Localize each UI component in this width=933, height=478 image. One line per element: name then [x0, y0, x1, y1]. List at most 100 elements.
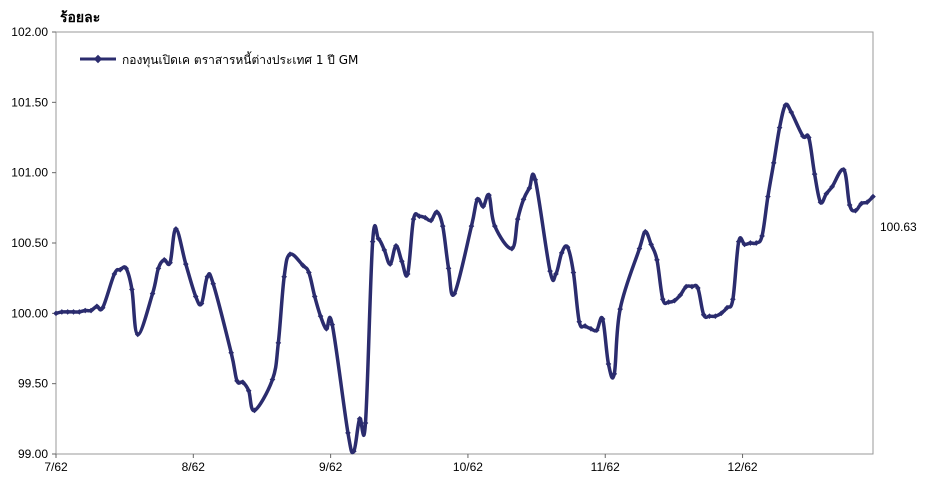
data-point — [735, 238, 742, 245]
data-point — [712, 313, 719, 319]
data-point — [570, 269, 577, 276]
data-point — [765, 193, 771, 200]
data-point — [468, 223, 475, 229]
end-value-label: 100.63 — [880, 220, 917, 234]
data-point — [648, 241, 654, 248]
y-tick-label: 101.00 — [11, 166, 48, 180]
data-point — [204, 273, 211, 280]
data-point — [846, 202, 853, 208]
data-point — [192, 293, 199, 300]
data-point — [486, 192, 492, 198]
x-tick-label: 11/62 — [591, 460, 620, 474]
data-point — [161, 257, 168, 263]
data-point — [64, 309, 71, 315]
data-point — [416, 213, 423, 220]
series-line — [54, 102, 875, 455]
data-point — [817, 199, 824, 206]
data-point — [428, 217, 434, 224]
data-point — [605, 361, 612, 367]
data-point — [636, 245, 643, 252]
y-tick-label: 101.50 — [11, 95, 48, 109]
y-tick-label: 100.00 — [11, 306, 48, 320]
data-point — [76, 309, 83, 315]
data-point — [410, 216, 417, 222]
data-point — [228, 349, 234, 356]
data-point — [345, 430, 351, 436]
data-point — [99, 304, 106, 311]
data-point — [564, 244, 571, 251]
data-point — [88, 307, 94, 314]
data-point — [811, 171, 818, 177]
data-point — [167, 259, 173, 266]
data-point — [870, 193, 876, 200]
data-point — [404, 271, 411, 277]
data-point — [782, 102, 789, 108]
data-point — [94, 303, 100, 310]
data-point — [671, 297, 678, 304]
data-point — [439, 223, 446, 229]
data-point — [741, 241, 748, 248]
data-point — [149, 290, 156, 297]
data-point — [129, 286, 135, 293]
data-point — [654, 257, 660, 263]
y-tick-label: 100.50 — [11, 236, 48, 250]
x-tick-label: 10/62 — [453, 460, 483, 474]
y-axis: 99.00 99.50 100.00 100.50 101.00 101.50 102.00 — [11, 25, 56, 461]
data-point — [617, 306, 623, 312]
data-point — [240, 379, 246, 386]
data-point — [759, 233, 765, 239]
data-point — [234, 378, 240, 384]
data-point — [306, 269, 312, 276]
data-point — [730, 296, 736, 303]
data-point — [788, 109, 795, 116]
data-point — [611, 370, 618, 377]
y-tick-label: 102.00 — [11, 25, 48, 39]
data-point — [588, 325, 594, 332]
data-point — [210, 280, 217, 287]
data-point — [695, 285, 701, 291]
data-point — [311, 293, 318, 300]
data-point — [82, 307, 89, 314]
data-point — [526, 185, 533, 191]
data-point — [369, 238, 376, 245]
legend: กองทุนเปิดเค ตราสารหนี้ต่างประเทศ 1 ปี G… — [80, 51, 358, 68]
data-point — [677, 292, 684, 298]
data-point — [599, 316, 606, 322]
data-point — [182, 261, 189, 267]
data-point — [269, 376, 276, 383]
data-point — [514, 216, 521, 222]
data-point — [858, 200, 865, 207]
data-point — [558, 250, 565, 256]
data-point — [800, 133, 806, 139]
data-point — [287, 251, 293, 258]
y-tick-label: 99.50 — [18, 377, 48, 391]
data-point — [683, 283, 689, 290]
legend-series-label: กองทุนเปิดเค ตราสารหนี้ต่างประเทศ 1 ปี G… — [122, 51, 358, 68]
x-tick-label: 7/62 — [44, 460, 68, 474]
x-tick-label: 12/62 — [728, 460, 758, 474]
data-point — [491, 223, 498, 229]
data-point — [665, 299, 672, 305]
data-point — [281, 273, 287, 280]
x-tick-label: 9/62 — [319, 460, 343, 474]
data-point — [111, 271, 118, 277]
data-point — [829, 183, 835, 190]
data-point — [480, 203, 486, 210]
data-point — [520, 196, 527, 203]
data-point — [362, 420, 369, 426]
data-point — [445, 265, 452, 272]
data-point — [387, 261, 393, 267]
data-point — [422, 214, 429, 221]
data-point — [840, 167, 847, 173]
data-point — [576, 318, 583, 325]
data-point — [399, 258, 405, 265]
data-point — [852, 207, 859, 214]
data-point — [134, 331, 141, 338]
data-point — [350, 448, 357, 455]
data-point — [434, 209, 440, 215]
data-point — [706, 313, 713, 319]
data-point — [718, 310, 725, 317]
data-point — [547, 268, 553, 274]
data-point — [659, 296, 666, 303]
data-point — [251, 407, 258, 414]
